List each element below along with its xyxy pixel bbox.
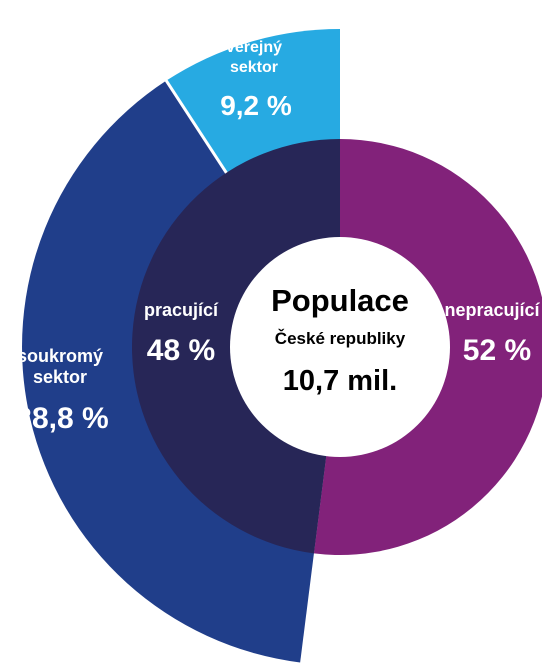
outer-label-private-line1: soukromý — [17, 346, 103, 366]
inner-value-nonworking: 52 % — [463, 334, 531, 367]
inner-label-working: pracující — [144, 300, 219, 320]
inner-value-working: 48 % — [147, 334, 215, 367]
outer-value-public: 9,2 % — [220, 90, 292, 121]
outer-label-private-line2: sektor — [33, 367, 87, 387]
outer-slice-separator — [163, 78, 229, 176]
outer-label-public-line2: sektor — [230, 59, 278, 76]
outer-label-public-line1: veřejný — [226, 39, 282, 56]
outer-value-private: 38,8 % — [15, 402, 108, 435]
center-disc — [230, 237, 450, 457]
center-subtitle: České republiky — [275, 329, 406, 348]
inner-label-nonworking: nepracující — [444, 300, 540, 320]
center-total: 10,7 mil. — [283, 365, 397, 397]
center-title: Populace — [271, 283, 409, 318]
